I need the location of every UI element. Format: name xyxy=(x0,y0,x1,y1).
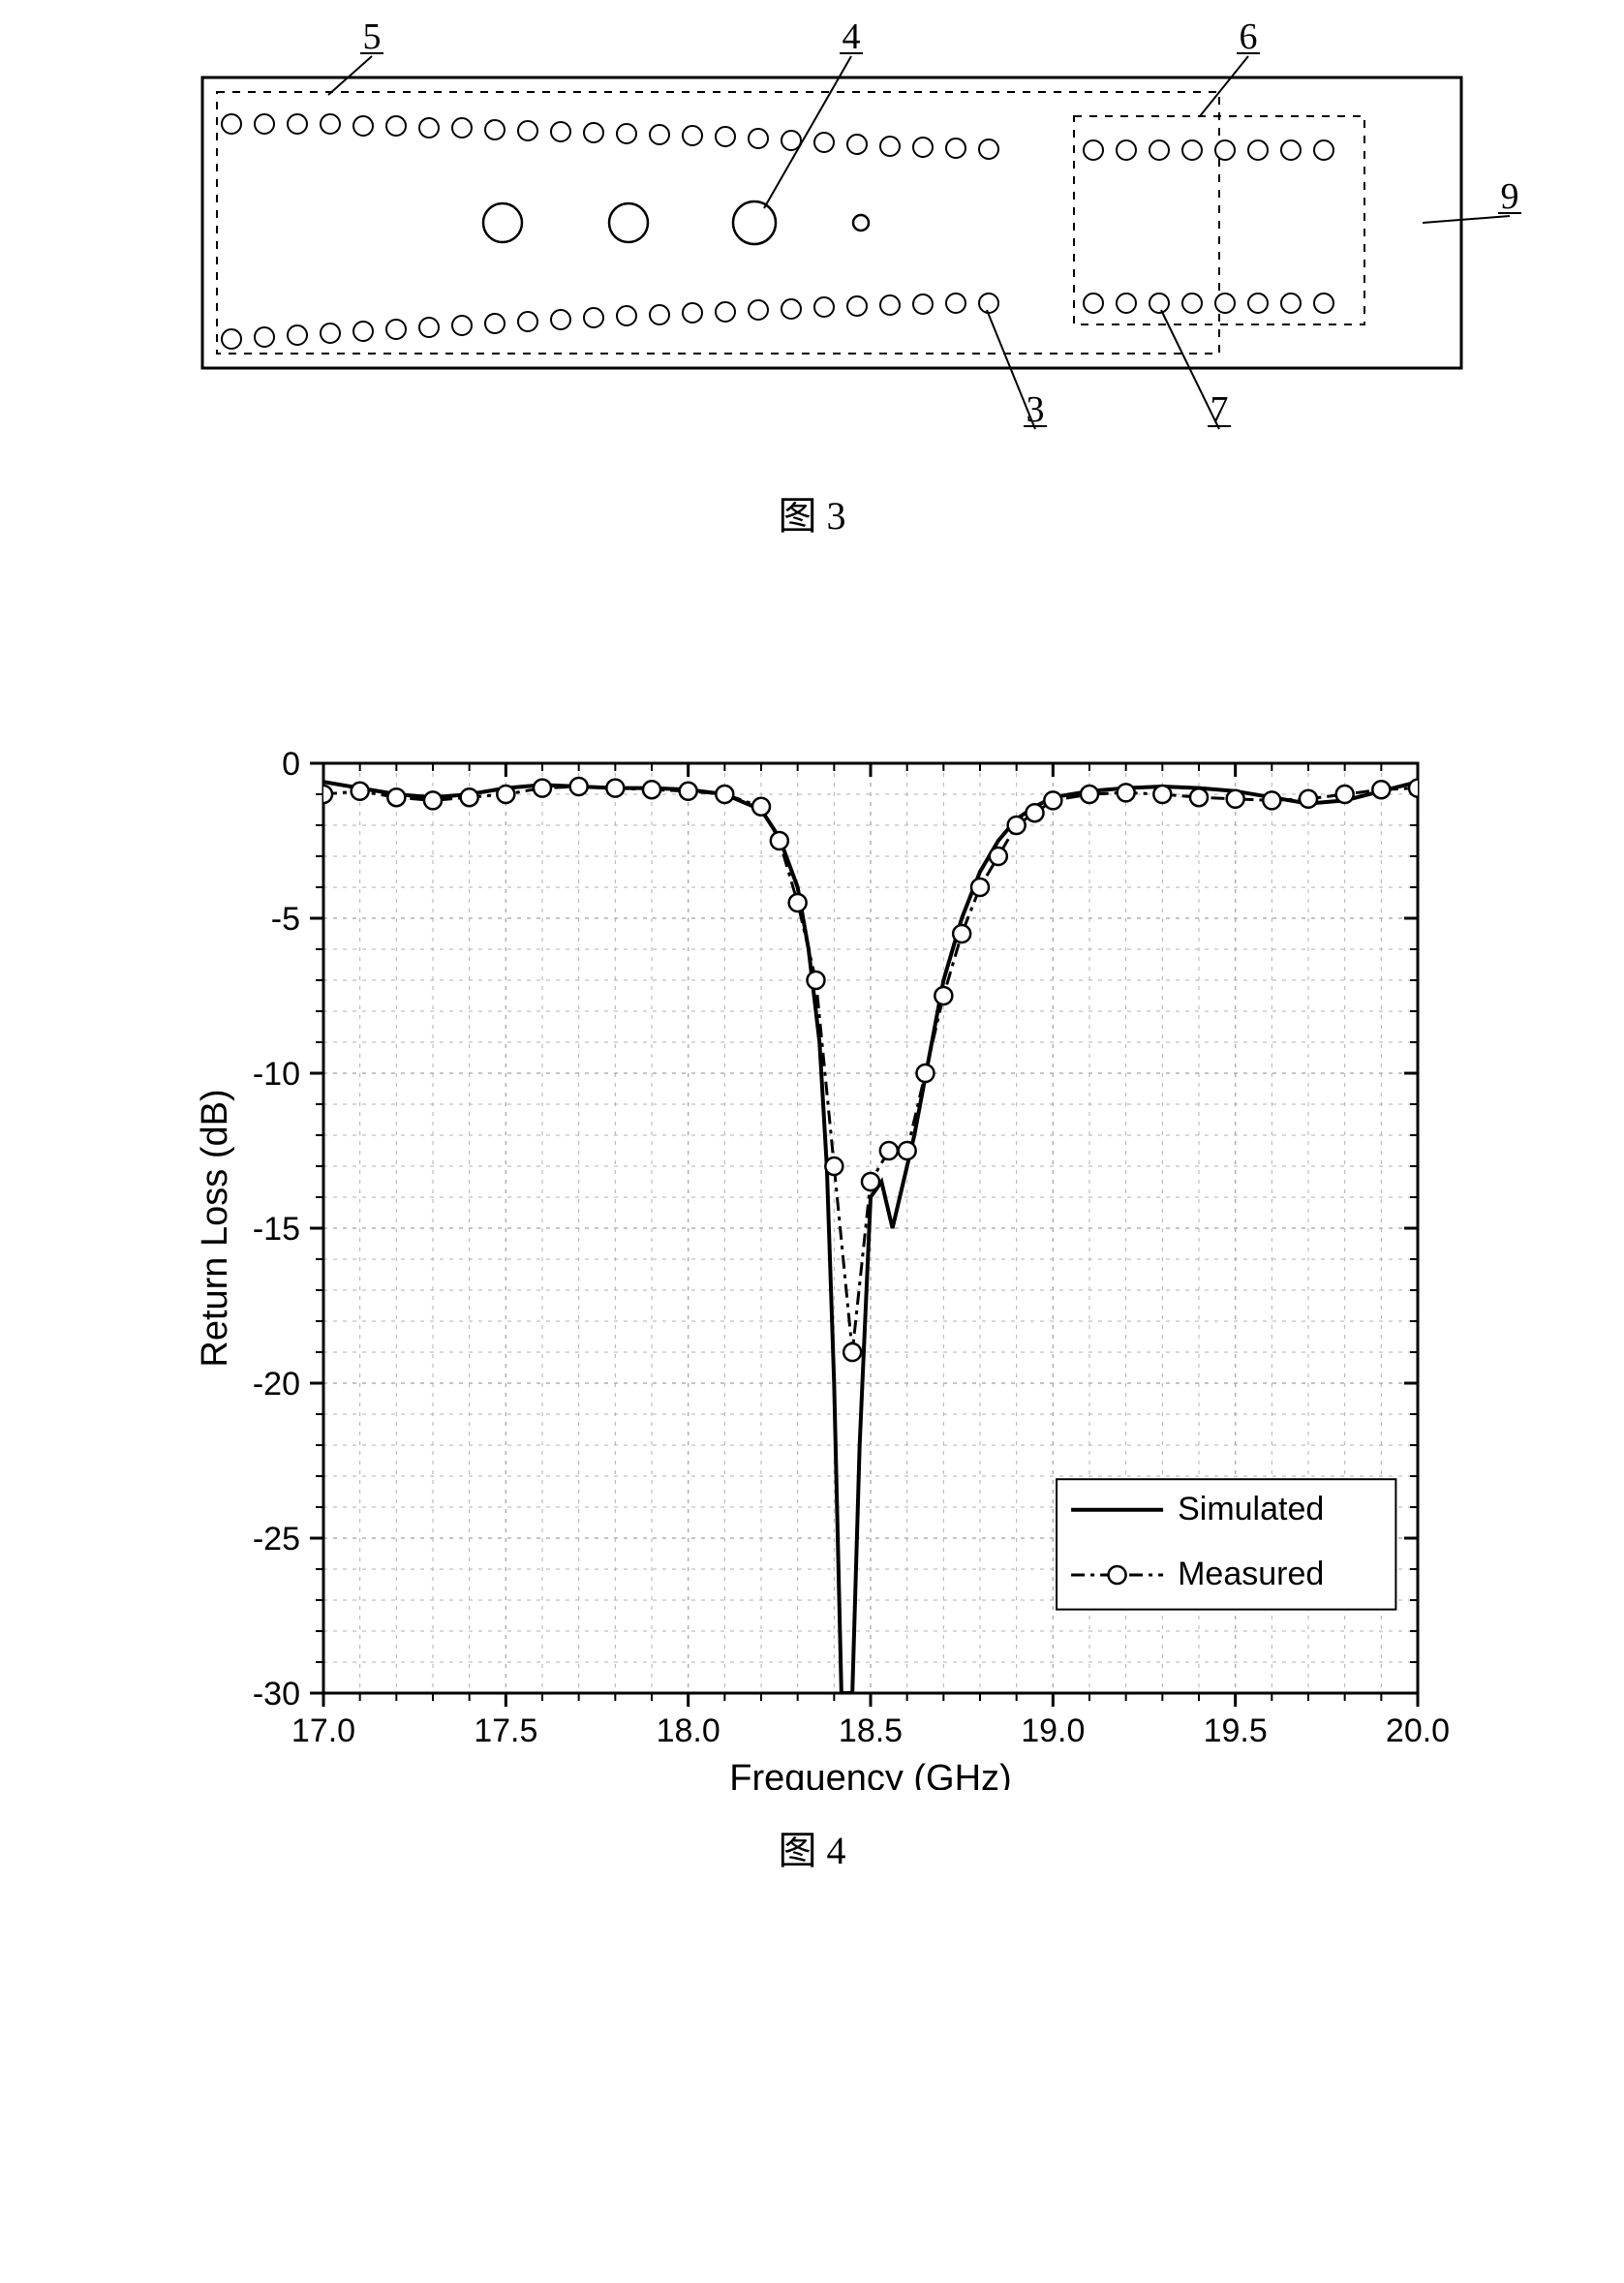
svg-text:4: 4 xyxy=(842,19,860,57)
figure-3: 546937 图 3 xyxy=(135,19,1490,540)
fig3-caption: 图 3 xyxy=(135,484,1490,540)
svg-text:-30: -30 xyxy=(252,1676,299,1712)
svg-text:Measured: Measured xyxy=(1178,1556,1324,1592)
svg-text:7: 7 xyxy=(1210,389,1228,430)
figure-4: 17.0 17.5 18.0 18.5 19.0 19.5 20.0 -30 -25 -20 -15… xyxy=(135,725,1490,1875)
svg-text:18.5: 18.5 xyxy=(838,1712,902,1749)
svg-text:18.0: 18.0 xyxy=(656,1712,720,1749)
svg-text:Return Loss (dB): Return Loss (dB) xyxy=(195,1089,235,1367)
svg-text:17.5: 17.5 xyxy=(474,1712,537,1749)
fig4-chart: 17.0 17.5 18.0 18.5 19.0 19.5 20.0 -30 -25 -20 -15… xyxy=(159,725,1466,1790)
svg-text:9: 9 xyxy=(1500,176,1518,217)
svg-text:3: 3 xyxy=(1026,389,1044,430)
svg-text:-25: -25 xyxy=(252,1521,299,1558)
svg-text:5: 5 xyxy=(362,19,381,57)
svg-text:6: 6 xyxy=(1239,19,1257,57)
svg-text:-5: -5 xyxy=(270,901,299,938)
svg-text:Frequency (GHz): Frequency (GHz) xyxy=(729,1758,1011,1790)
svg-text:0: 0 xyxy=(282,746,300,783)
svg-text:Simulated: Simulated xyxy=(1178,1491,1324,1527)
svg-text:17.0: 17.0 xyxy=(291,1712,354,1749)
svg-text:-10: -10 xyxy=(252,1056,299,1093)
svg-text:20.0: 20.0 xyxy=(1385,1712,1449,1749)
fig4-caption: 图 4 xyxy=(135,1819,1490,1875)
svg-text:-15: -15 xyxy=(252,1211,299,1248)
svg-text:19.5: 19.5 xyxy=(1203,1712,1267,1749)
svg-text:-20: -20 xyxy=(252,1366,299,1403)
svg-text:19.0: 19.0 xyxy=(1021,1712,1085,1749)
fig3-diagram: 5 4 6 9 3 7 xyxy=(135,19,1529,455)
